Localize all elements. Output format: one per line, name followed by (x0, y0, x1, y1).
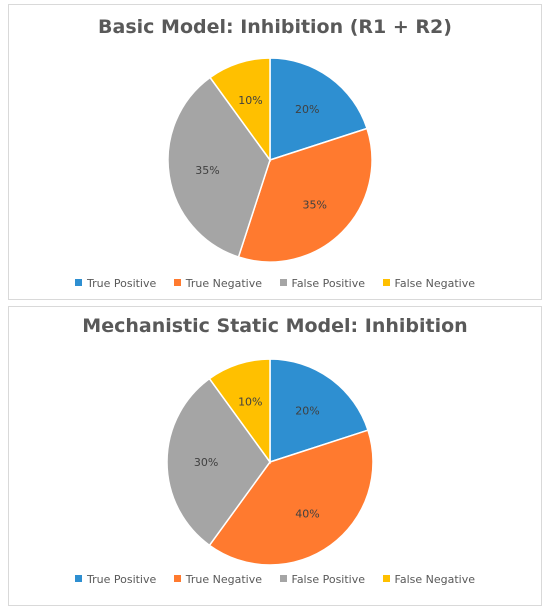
legend-swatch (173, 575, 181, 582)
pie-slice-false-negative (208, 358, 271, 465)
legend-item-false-positive: False Positive (279, 573, 365, 586)
legend-swatch (382, 575, 390, 582)
data-label: 10% (238, 395, 262, 408)
pie-slice-false-positive (167, 76, 271, 258)
pie-chart: 20% 40% 30% 10% (166, 358, 374, 566)
legend-item-true-negative: True Negative (173, 573, 262, 586)
legend-item-true-positive: True Positive (75, 277, 156, 290)
legend-swatch (75, 575, 82, 582)
chart-panel-basic-model: Basic Model: Inhibition (R1 + R2) 20% 35%… (8, 4, 542, 300)
pie-slice-false-positive (166, 377, 271, 547)
data-label: 10% (238, 94, 262, 107)
pie-chart: 20% 35% 35% 10% (167, 57, 373, 263)
legend-swatch (75, 279, 82, 286)
pie-slice-true-negative (237, 127, 373, 263)
chart-title: Mechanistic Static Model: Inhibition (82, 315, 468, 337)
pie-slice-true-positive (269, 57, 368, 162)
legend-item-true-positive: True Positive (75, 573, 156, 586)
data-label: 40% (295, 508, 319, 521)
data-label: 20% (295, 404, 319, 417)
data-label: 20% (295, 103, 319, 116)
legend-swatch (173, 279, 181, 286)
pie-slice-true-negative (208, 429, 374, 566)
legend-item-true-negative: True Negative (173, 277, 262, 290)
data-label: 35% (302, 199, 326, 212)
legend-item-false-negative: False Negative (382, 277, 475, 290)
chart-title: Basic Model: Inhibition (R1 + R2) (98, 16, 452, 38)
legend-item-false-positive: False Positive (279, 277, 365, 290)
legend-swatch (279, 279, 287, 286)
chart-legend: True Positive True Negative False Positi… (9, 573, 541, 586)
pie-slice-true-positive (269, 358, 369, 464)
data-label: 30% (194, 456, 218, 469)
chart-panel-mechanistic-static-model: Mechanistic Static Model: Inhibition 20%… (8, 306, 542, 606)
legend-swatch (279, 575, 287, 582)
legend-swatch (382, 279, 390, 286)
legend-item-false-negative: False Negative (382, 573, 475, 586)
pie-slice-false-negative (209, 57, 271, 163)
data-label: 35% (195, 164, 219, 177)
chart-legend: True Positive True Negative False Positi… (9, 277, 541, 290)
